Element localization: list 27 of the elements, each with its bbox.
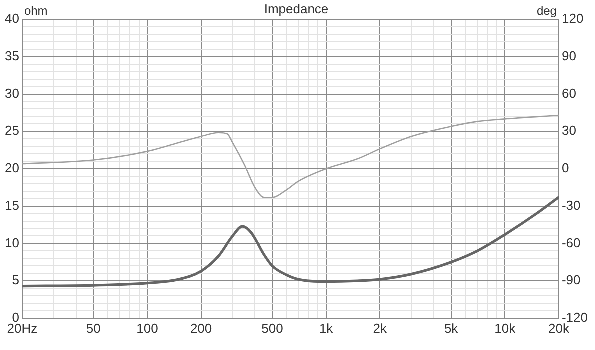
x-tick-label: 500 xyxy=(262,320,284,336)
y2-tick-label: 120 xyxy=(562,11,584,26)
x-tick-label: 1k xyxy=(319,320,334,336)
x-tick-label: 50 xyxy=(86,320,101,336)
y2-tick-label: 60 xyxy=(562,86,576,101)
y-tick-label: 15 xyxy=(4,198,20,213)
x-tick-label: 5k xyxy=(444,320,459,336)
y-tick-label: 10 xyxy=(4,235,20,250)
y2-tick-label: -30 xyxy=(562,198,581,213)
y2-tick-label: -90 xyxy=(562,272,581,288)
y-axis-title: ohm xyxy=(24,4,48,18)
y-tick-label: 30 xyxy=(4,86,20,101)
chart-title: Impedance xyxy=(264,1,329,16)
x-tick-label: 200 xyxy=(190,320,212,336)
y-tick-label: 5 xyxy=(12,272,20,288)
y2-tick-label: 90 xyxy=(562,48,576,64)
y2-tick-label: 30 xyxy=(562,123,576,138)
y2-tick-label: 0 xyxy=(562,160,570,176)
x-tick-label: 2k xyxy=(373,320,388,336)
x-tick-label: 10k xyxy=(494,320,516,336)
y-tick-label: 25 xyxy=(4,123,20,138)
y-tick-label: 40 xyxy=(4,11,20,26)
y2-axis-title: deg xyxy=(536,4,557,18)
y2-tick-label: -60 xyxy=(562,235,581,250)
x-tick-label: 100 xyxy=(136,320,158,336)
y-tick-label: 35 xyxy=(4,48,20,64)
y-tick-label: 20 xyxy=(4,160,20,176)
